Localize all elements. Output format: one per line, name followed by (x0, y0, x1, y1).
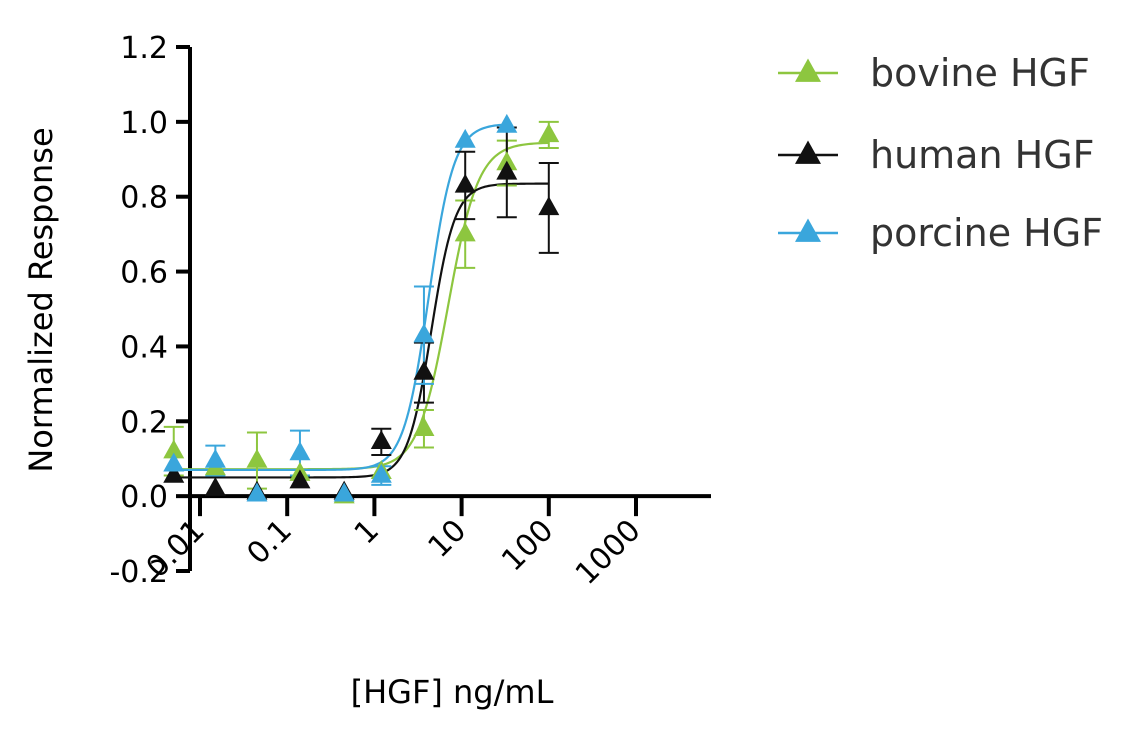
data-point (246, 482, 268, 502)
y-tick-label: 0.0 (120, 480, 168, 515)
x-tick-label: 0.1 (240, 513, 298, 571)
data-point (496, 113, 518, 133)
x-tick-label: 1 (348, 513, 386, 551)
data-point (163, 463, 185, 483)
legend-label: human HGF (870, 133, 1095, 177)
y-axis-title: Normalized Response (22, 127, 60, 472)
data-point (538, 196, 560, 216)
y-tick-label: 0.4 (120, 330, 168, 365)
y-tick-label: 0.8 (120, 181, 168, 216)
data-point (413, 417, 435, 436)
data-point (370, 463, 392, 483)
x-axis-title: [HGF] ng/mL (351, 673, 554, 711)
data-point (496, 160, 518, 180)
data-markers (163, 113, 560, 504)
data-point (538, 123, 560, 143)
x-tick-label: 10 (422, 513, 474, 565)
legend: bovine HGF human HGF porcine HGF (778, 51, 1103, 255)
legend-triangle-icon (795, 58, 821, 82)
y-tick-labels: -0.2 0.0 0.2 0.4 0.6 0.8 1.0 1.2 (109, 31, 168, 590)
y-tick-label: -0.2 (109, 555, 168, 590)
data-point (289, 441, 311, 461)
fit-curve-series-2 (173, 123, 507, 472)
data-point (163, 452, 185, 472)
data-point (246, 448, 268, 468)
data-point (370, 430, 392, 450)
y-tick-label: 1.0 (120, 106, 168, 141)
legend-label: bovine HGF (870, 51, 1090, 95)
data-point (289, 469, 311, 489)
data-point (163, 439, 185, 459)
x-tick-label: 100 (495, 513, 560, 578)
data-point (454, 128, 476, 148)
fit-curves (173, 123, 549, 479)
fit-curve-series-0 (173, 141, 549, 471)
data-point (413, 360, 435, 380)
y-tick-label: 1.2 (120, 31, 168, 66)
legend-triangle-icon (795, 218, 821, 242)
data-point (204, 448, 226, 468)
y-tick-label: 0.6 (120, 256, 168, 291)
data-point (204, 476, 226, 496)
axes (176, 45, 711, 573)
data-point (333, 482, 355, 502)
x-tick-labels: 0.01 0.1 1 10 100 1000 (140, 513, 648, 592)
data-point (454, 173, 476, 193)
x-tick-label: 1000 (569, 513, 648, 592)
legend-label: porcine HGF (870, 211, 1103, 255)
data-point (413, 323, 435, 343)
data-point (454, 222, 476, 242)
fit-curve-series-1 (173, 182, 549, 479)
legend-triangle-icon (795, 140, 821, 164)
y-tick-label: 0.2 (120, 405, 168, 440)
